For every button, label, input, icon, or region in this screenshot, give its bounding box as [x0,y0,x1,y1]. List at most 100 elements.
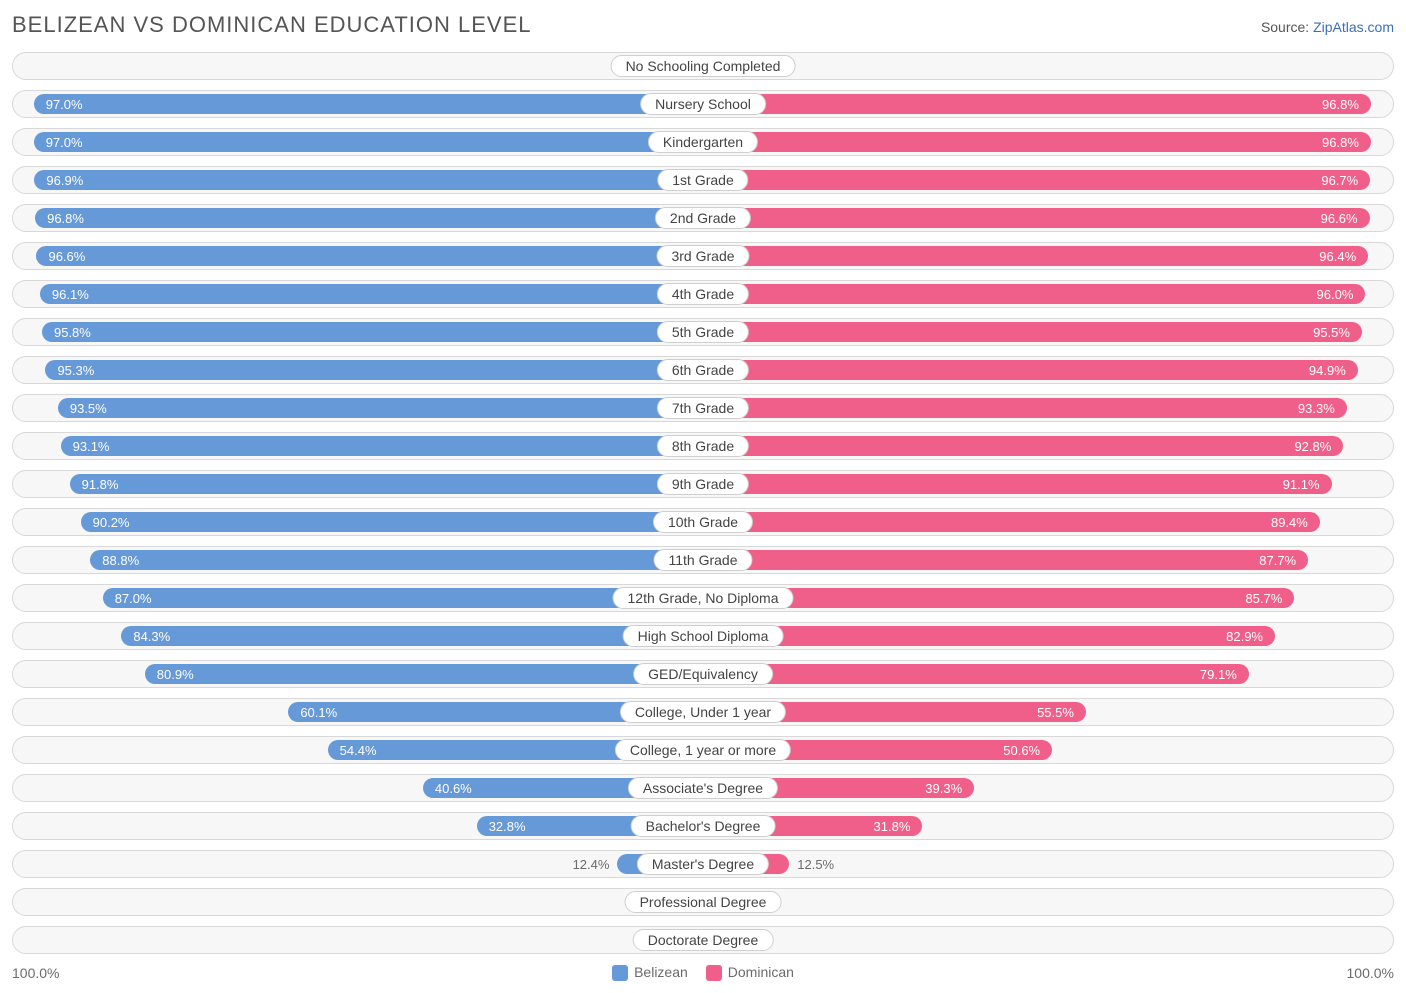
chart-row: 32.8%31.8%Bachelor's Degree [12,812,1394,840]
bar-value-right: 96.6% [1309,211,1370,226]
chart-row: 97.0% 96.8% Kindergarten [12,128,1394,156]
bar-left: 95.8% [42,322,703,342]
bar-right: 87.7% [703,550,1308,570]
bar-value-right: 93.3% [1286,401,1347,416]
bar-right: 95.5% [703,322,1362,342]
legend-swatch-right [706,965,722,981]
chart-row: 84.3%82.9%High School Diploma [12,622,1394,650]
bar-value-left: 96.1% [40,287,101,302]
chart-row: 40.6%39.3%Associate's Degree [12,774,1394,802]
chart-row: 96.8%96.6%2nd Grade [12,204,1394,232]
category-label: GED/Equivalency [633,663,773,685]
category-label: 12th Grade, No Diploma [613,587,794,609]
chart-row: 96.9% 96.7% 1st Grade [12,166,1394,194]
bar-value-right: 91.1% [1271,477,1332,492]
bar-value-left: 40.6% [423,781,484,796]
bar-right: 96.8% [703,94,1371,114]
bar-value-right: 50.6% [991,743,1052,758]
category-label: Nursery School [640,93,766,115]
bar-value-left: 93.5% [58,401,119,416]
bar-right: 91.1% [703,474,1332,494]
legend-swatch-left [612,965,628,981]
chart-row: 12.4%12.5%Master's Degree [12,850,1394,878]
bar-left: 91.8% [70,474,703,494]
bar-value-left: 32.8% [477,819,538,834]
bar-value-right: 79.1% [1188,667,1249,682]
right-axis-max: 100.0% [1347,965,1394,981]
legend-item-left: Belizean [612,964,688,981]
legend: Belizean Dominican [612,964,794,981]
chart-row: 3.0%3.2%No Schooling Completed [12,52,1394,80]
bar-right: 82.9% [703,626,1275,646]
bar-value-left: 96.9% [34,173,95,188]
bar-right: 94.9% [703,360,1358,380]
bar-value-left: 12.4% [573,851,610,877]
bar-right: 96.8% [703,132,1371,152]
bar-value-right: 89.4% [1259,515,1320,530]
bar-value-right: 87.7% [1247,553,1308,568]
bar-left: 80.9% [145,664,703,684]
bar-right: 96.7% [703,170,1370,190]
education-comparison-chart: BELIZEAN VS DOMINICAN EDUCATION LEVEL So… [12,12,1394,981]
bar-left: 93.1% [61,436,703,456]
category-label: No Schooling Completed [611,55,796,77]
bar-left: 95.3% [45,360,703,380]
bar-value-left: 96.8% [35,211,96,226]
chart-row: 91.8%91.1%9th Grade [12,470,1394,498]
legend-item-right: Dominican [706,964,794,981]
chart-footer: 100.0% Belizean Dominican 100.0% [12,964,1394,981]
bar-value-left: 91.8% [70,477,131,492]
category-label: Associate's Degree [628,777,778,799]
bar-left: 96.6% [36,246,703,266]
chart-title: BELIZEAN VS DOMINICAN EDUCATION LEVEL [12,12,531,38]
bar-right: 96.4% [703,246,1368,266]
bar-left: 88.8% [90,550,703,570]
bar-right: 79.1% [703,664,1249,684]
chart-row: 93.5%93.3%7th Grade [12,394,1394,422]
bar-left: 97.0% [34,132,703,152]
source-link[interactable]: ZipAtlas.com [1313,19,1394,35]
bar-value-left: 97.0% [34,97,95,112]
legend-label-right: Dominican [728,964,794,980]
bar-value-left: 97.0% [34,135,95,150]
bar-value-right: 96.8% [1310,97,1371,112]
bar-value-right: 94.9% [1297,363,1358,378]
chart-row: 95.8%95.5%5th Grade [12,318,1394,346]
category-label: 4th Grade [657,283,749,305]
bar-value-right: 31.8% [862,819,923,834]
bar-value-right: 85.7% [1233,591,1294,606]
chart-source: Source: ZipAtlas.com [1261,19,1394,35]
category-label: Doctorate Degree [633,929,774,951]
chart-row: 97.0% 96.8% Nursery School [12,90,1394,118]
category-label: 11th Grade [653,549,752,571]
bar-value-left: 90.2% [81,515,142,530]
bar-value-right: 92.8% [1282,439,1343,454]
source-prefix: Source: [1261,19,1313,35]
bar-value-right: 96.4% [1307,249,1368,264]
category-label: College, 1 year or more [615,739,791,761]
bar-left: 90.2% [81,512,703,532]
bar-value-left: 54.4% [328,743,389,758]
bar-left: 97.0% [34,94,703,114]
chart-row: 96.6%96.4%3rd Grade [12,242,1394,270]
bar-value-left: 80.9% [145,667,206,682]
category-label: 5th Grade [657,321,749,343]
chart-row: 80.9% 79.1% GED/Equivalency [12,660,1394,688]
bar-value-right: 96.7% [1309,173,1370,188]
chart-row: 1.4%1.4%Doctorate Degree [12,926,1394,954]
category-label: 8th Grade [657,435,749,457]
chart-row: 95.3%94.9%6th Grade [12,356,1394,384]
category-label: High School Diploma [623,625,784,647]
chart-row: 3.6%3.5%Professional Degree [12,888,1394,916]
bar-value-left: 87.0% [103,591,164,606]
category-label: 10th Grade [653,511,753,533]
category-label: 1st Grade [657,169,748,191]
bar-value-right: 96.8% [1310,135,1371,150]
bar-right: 93.3% [703,398,1347,418]
bar-left: 93.5% [58,398,703,418]
category-label: Kindergarten [648,131,758,153]
bar-right: 89.4% [703,512,1320,532]
bar-right: 92.8% [703,436,1343,456]
bar-value-right: 96.0% [1305,287,1366,302]
bar-value-left: 60.1% [288,705,349,720]
